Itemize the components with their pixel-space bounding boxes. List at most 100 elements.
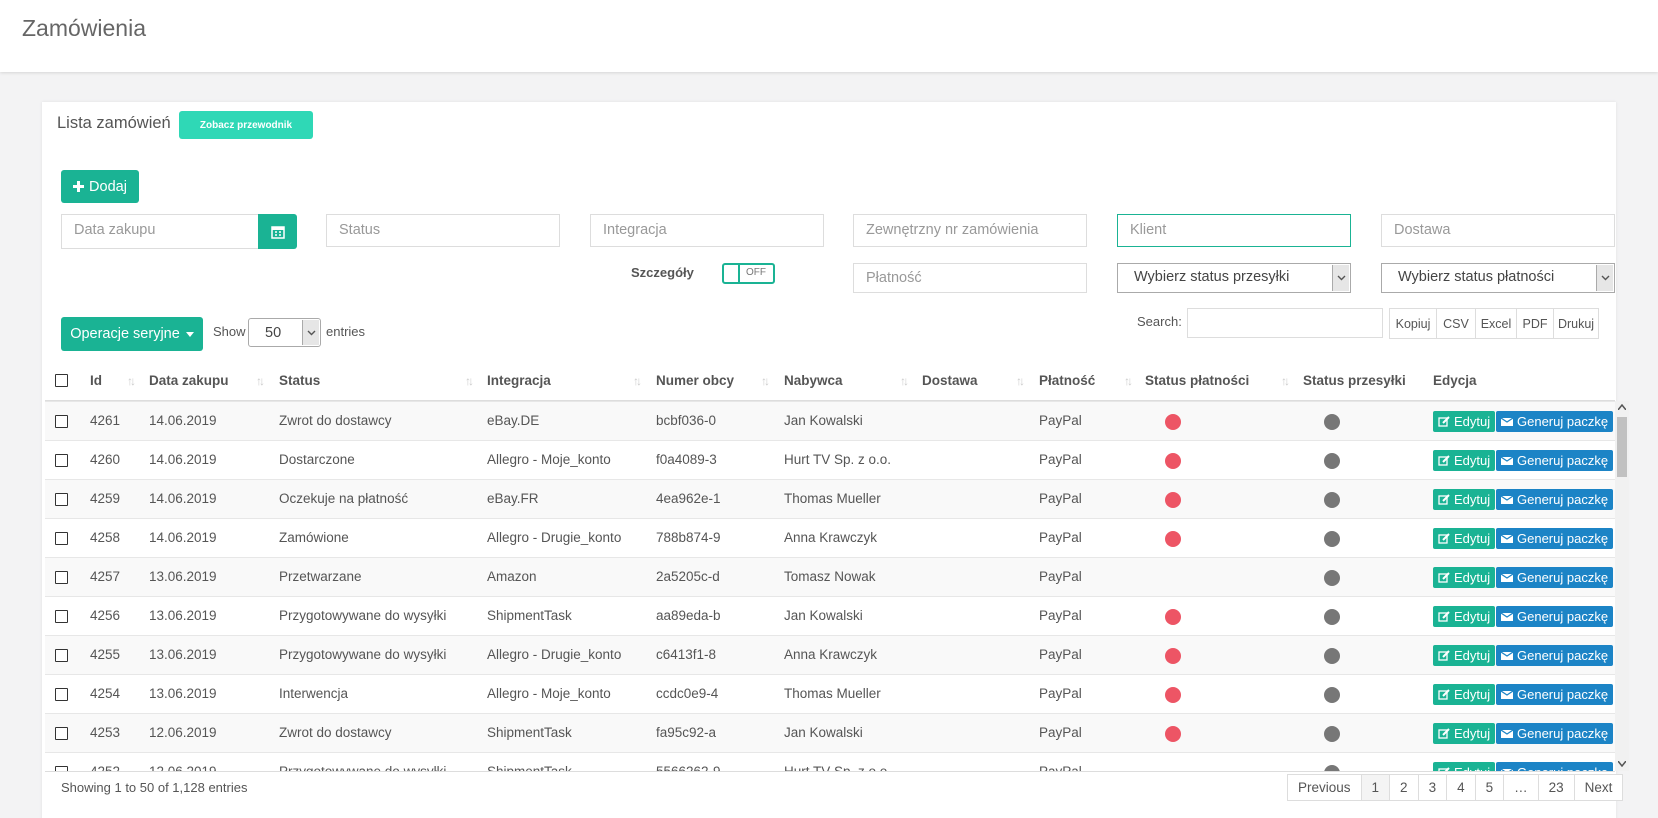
edit-button[interactable]: Edytuj <box>1433 684 1496 705</box>
filter-date[interactable]: Data zakupu <box>61 214 259 249</box>
row-checkbox[interactable] <box>55 571 68 584</box>
sort-icon[interactable]: ↑↓ <box>1124 374 1133 388</box>
sort-icon[interactable]: ↑↓ <box>1016 374 1025 388</box>
table-row: 4254 13.06.2019 Interwencja Allegro - Moje_… <box>45 674 1615 713</box>
page-button[interactable]: Previous <box>1287 774 1362 801</box>
sort-icon[interactable]: ↑↓ <box>900 374 909 388</box>
cell: Zwrot do dostawcy <box>279 725 392 740</box>
edit-button[interactable]: Edytuj <box>1433 567 1496 588</box>
page-button[interactable]: 2 <box>1389 774 1419 801</box>
edit-button[interactable]: Edytuj <box>1433 528 1496 549</box>
page-button[interactable]: 3 <box>1417 774 1448 801</box>
add-button[interactable]: Dodaj <box>61 170 139 203</box>
filter-payment[interactable]: Płatność <box>853 263 1087 293</box>
select-shipment-status[interactable]: Wybierz status przesyłki <box>1117 263 1351 293</box>
edit-button[interactable]: Edytuj <box>1433 606 1496 627</box>
scrollbar[interactable] <box>1615 401 1629 771</box>
sort-icon[interactable]: ↑↓ <box>1281 374 1290 388</box>
row-checkbox[interactable] <box>55 688 68 701</box>
shipment-status-dot <box>1324 726 1340 742</box>
table-row: 4260 14.06.2019 Dostarczone Allegro - Moje_… <box>45 440 1615 479</box>
edit-button[interactable]: Edytuj <box>1433 645 1496 666</box>
details-toggle[interactable]: OFF <box>722 263 775 284</box>
generate-package-button[interactable]: Generuj paczkę <box>1496 411 1614 432</box>
edit-icon <box>1438 767 1450 771</box>
guide-button[interactable]: Zobacz przewodnik <box>179 111 313 139</box>
edit-label: Edytuj <box>1454 570 1491 585</box>
table-row: 4257 13.06.2019 Przetwarzane Amazon 2a5205c-… <box>45 557 1615 596</box>
search-input[interactable] <box>1187 308 1383 338</box>
row-checkbox[interactable] <box>55 610 68 623</box>
row-checkbox[interactable] <box>55 493 68 506</box>
column-header[interactable]: Data zakupu <box>149 373 229 388</box>
page-button[interactable]: Next <box>1573 774 1624 801</box>
select-all-checkbox[interactable] <box>55 374 68 387</box>
export-button[interactable]: Drukuj <box>1553 308 1599 339</box>
filter-status[interactable]: Status <box>326 214 560 247</box>
page-button[interactable]: … <box>1503 774 1539 801</box>
column-header[interactable]: Integracja <box>487 373 551 388</box>
scrollbar-thumb[interactable] <box>1617 417 1627 477</box>
export-button[interactable]: CSV <box>1436 308 1476 339</box>
edit-button[interactable]: Edytuj <box>1433 450 1496 471</box>
sort-icon[interactable]: ↑↓ <box>127 374 136 388</box>
filter-client[interactable]: Klient <box>1117 214 1351 247</box>
edit-button[interactable]: Edytuj <box>1433 723 1496 744</box>
table-body[interactable]: 4261 14.06.2019 Zwrot do dostawcy eBay.DE bc… <box>45 401 1615 771</box>
row-checkbox[interactable] <box>55 415 68 428</box>
sort-icon[interactable]: ↑↓ <box>761 374 770 388</box>
page-button[interactable]: 23 <box>1537 774 1575 801</box>
export-button[interactable]: Kopiuj <box>1389 308 1437 339</box>
table-row: 4259 14.06.2019 Oczekuje na płatność eBay.F… <box>45 479 1615 518</box>
filter-delivery[interactable]: Dostawa <box>1381 214 1615 247</box>
edit-button[interactable]: Edytuj <box>1433 489 1496 510</box>
column-header[interactable]: Status płatności <box>1145 373 1250 388</box>
edit-label: Edytuj <box>1454 726 1491 741</box>
generate-package-button[interactable]: Generuj paczkę <box>1496 684 1614 705</box>
page-button[interactable]: 4 <box>1446 774 1476 801</box>
edit-label: Edytuj <box>1454 609 1491 624</box>
edit-icon <box>1438 533 1450 544</box>
generate-package-button[interactable]: Generuj paczkę <box>1496 489 1614 510</box>
column-header[interactable]: Nabywca <box>784 373 843 388</box>
column-header[interactable]: Status przesyłki <box>1303 373 1406 388</box>
row-checkbox[interactable] <box>55 649 68 662</box>
sort-icon[interactable]: ↑↓ <box>256 374 265 388</box>
generate-package-button[interactable]: Generuj paczkę <box>1496 606 1614 627</box>
generate-package-button[interactable]: Generuj paczkę <box>1496 567 1614 588</box>
edit-button[interactable]: Edytuj <box>1433 411 1496 432</box>
column-header[interactable]: Dostawa <box>922 373 978 388</box>
generate-package-button[interactable]: Generuj paczkę <box>1496 528 1614 549</box>
column-header[interactable]: Edycja <box>1433 373 1477 388</box>
generate-package-button[interactable]: Generuj paczkę <box>1496 762 1614 771</box>
bulk-operations-button[interactable]: Operacje seryjne <box>61 317 203 351</box>
row-checkbox[interactable] <box>55 532 68 545</box>
cell: ccdc0e9-4 <box>656 686 719 701</box>
page-size-select[interactable]: 50 <box>248 318 321 347</box>
row-checkbox[interactable] <box>55 727 68 740</box>
cell: Hurt TV Sp. z o.o. <box>784 764 891 771</box>
row-checkbox[interactable] <box>55 766 68 771</box>
export-button[interactable]: Excel <box>1475 308 1517 339</box>
generate-package-button[interactable]: Generuj paczkę <box>1496 450 1614 471</box>
export-button[interactable]: PDF <box>1516 308 1554 339</box>
filter-external-number[interactable]: Zewnętrzny nr zamówienia <box>853 214 1087 247</box>
page-button[interactable]: 5 <box>1474 774 1505 801</box>
edit-button[interactable]: Edytuj <box>1433 762 1496 771</box>
generate-package-button[interactable]: Generuj paczkę <box>1496 723 1614 744</box>
cell: 5566262-9 <box>656 764 721 771</box>
row-checkbox[interactable] <box>55 454 68 467</box>
column-header[interactable]: Id <box>90 373 102 388</box>
sort-icon[interactable]: ↑↓ <box>465 374 474 388</box>
payment-status-dot <box>1165 648 1181 664</box>
column-header[interactable]: Status <box>279 373 321 388</box>
column-header[interactable]: Numer obcy <box>656 373 735 388</box>
generate-package-button[interactable]: Generuj paczkę <box>1496 645 1614 666</box>
column-header[interactable]: Płatność <box>1039 373 1096 388</box>
calendar-button[interactable] <box>258 214 297 249</box>
select-payment-status[interactable]: Wybierz status płatności <box>1381 263 1615 293</box>
cell: Przetwarzane <box>279 569 362 584</box>
sort-icon[interactable]: ↑↓ <box>633 374 642 388</box>
filter-integration[interactable]: Integracja <box>590 214 824 247</box>
page-button[interactable]: 1 <box>1360 774 1391 801</box>
